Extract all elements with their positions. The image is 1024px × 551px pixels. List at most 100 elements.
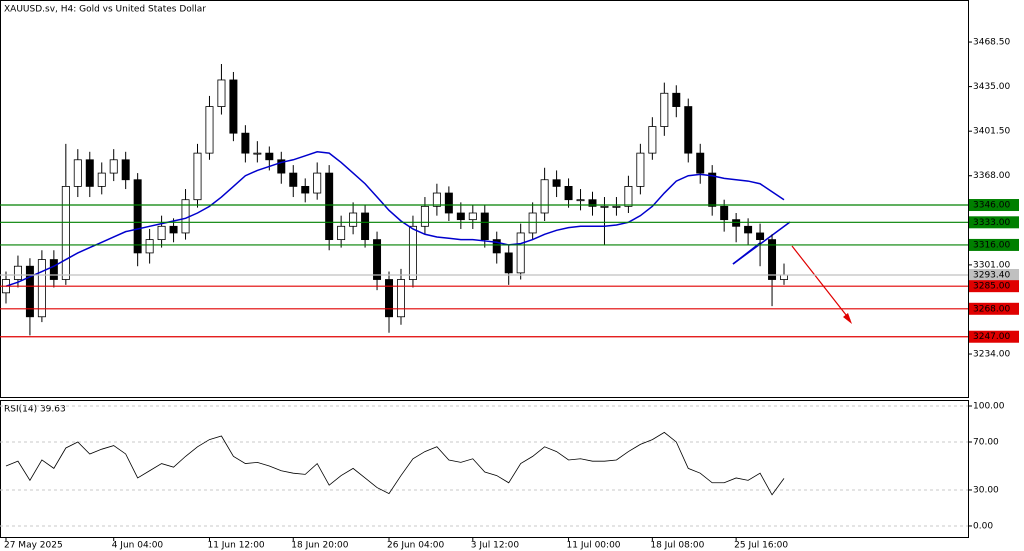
- candle-body: [504, 252, 513, 274]
- y-tick-label: 3301.00: [973, 260, 1010, 270]
- level-label: 3247.00: [973, 332, 1010, 342]
- x-tick-label: 4 Jun 04:00: [112, 541, 164, 551]
- last-price-label: 3293.40: [973, 270, 1010, 280]
- candle-body: [145, 239, 154, 254]
- candle-body: [756, 232, 765, 241]
- y-tick-label: 3435.00: [973, 82, 1010, 92]
- forecast-arrow: [791, 245, 851, 321]
- candle-body: [468, 212, 477, 221]
- rsi-line: [5, 431, 785, 496]
- candle-body: [432, 192, 441, 207]
- candle-body: [61, 185, 70, 280]
- y-tick-label: 3234.00: [973, 350, 1010, 360]
- candle-body: [133, 179, 142, 254]
- rsi-panel: [0, 400, 969, 538]
- y-tick-label: 3468.50: [973, 38, 1010, 48]
- x-tick-label: 27 May 2025: [4, 541, 63, 551]
- y-tick-label: 3401.50: [973, 127, 1010, 137]
- candle-body: [301, 185, 310, 194]
- candle-body: [205, 106, 214, 154]
- candle-body: [540, 179, 549, 214]
- candle-body: [349, 212, 358, 227]
- candle-body: [528, 212, 537, 234]
- candle-body: [325, 172, 334, 241]
- candle-body: [313, 172, 322, 194]
- candle-body: [480, 212, 489, 241]
- x-tick-label: 3 Jul 12:00: [471, 541, 520, 551]
- candle-body: [241, 132, 250, 154]
- arrow-head: [843, 313, 852, 324]
- level-label: 3268.00: [973, 304, 1010, 314]
- x-tick-label: 26 Jun 04:00: [387, 541, 444, 551]
- candle-body: [600, 205, 609, 208]
- candle-body: [696, 152, 705, 174]
- candle-body: [217, 79, 226, 107]
- y-tick-label: 70.00: [973, 437, 999, 447]
- candle-body: [564, 185, 573, 201]
- candle-body: [37, 259, 46, 318]
- candle-body: [49, 259, 58, 280]
- candle-body: [337, 225, 346, 241]
- candle-body: [253, 152, 262, 155]
- candle-body: [169, 225, 178, 234]
- candle-body: [396, 279, 405, 318]
- candle-body: [780, 274, 789, 280]
- candle-body: [708, 172, 717, 207]
- candle-body: [408, 225, 417, 280]
- candle-body: [576, 199, 585, 202]
- level-tag: [969, 216, 1019, 229]
- last-price-tag: [969, 268, 1019, 281]
- candle-body: [361, 212, 370, 241]
- x-tick-label: 18 Jun 20:00: [291, 541, 348, 551]
- candle-body: [193, 152, 202, 201]
- candle-body: [13, 265, 22, 280]
- candle-body: [732, 219, 741, 227]
- level-tag: [969, 238, 1019, 251]
- level-label: 3333.00: [973, 218, 1010, 228]
- candle-body: [744, 225, 753, 234]
- candle-body: [265, 152, 274, 161]
- candle-body: [85, 159, 94, 187]
- price-panel: [0, 0, 969, 398]
- rsi-title: RSI(14) 39.63: [4, 405, 66, 415]
- y-tick-label: 100.00: [973, 401, 1005, 411]
- y-tick-label: 0.00: [973, 521, 993, 531]
- candle-body: [420, 205, 429, 227]
- x-tick-label: 11 Jun 12:00: [207, 541, 264, 551]
- y-tick-label: 3368.00: [973, 171, 1010, 181]
- level-label: 3346.00: [973, 201, 1010, 211]
- candle-body: [672, 92, 681, 107]
- candle-body: [157, 225, 166, 241]
- candle-body: [109, 159, 118, 174]
- level-label: 3285.00: [973, 282, 1010, 292]
- x-tick-label: 25 Jul 16:00: [734, 541, 788, 551]
- x-tick-label: 18 Jul 08:00: [650, 541, 704, 551]
- candle-body: [456, 212, 465, 221]
- candle-body: [97, 172, 106, 187]
- candle-body: [648, 126, 657, 154]
- level-tag: [969, 330, 1019, 343]
- candle-body: [768, 239, 777, 280]
- candle-body: [612, 205, 621, 208]
- candle-body: [121, 159, 130, 181]
- candle-body: [684, 106, 693, 154]
- y-tick-label: 30.00: [973, 485, 999, 495]
- candle-body: [289, 172, 298, 187]
- candle-body: [229, 79, 238, 134]
- moving-average: [5, 151, 785, 287]
- candle-body: [588, 199, 597, 207]
- candle-body: [636, 152, 645, 187]
- level-tag: [969, 280, 1019, 293]
- candle-body: [277, 159, 286, 174]
- candle-body: [373, 239, 382, 280]
- candle-body: [720, 205, 729, 221]
- level-label: 3316.00: [973, 240, 1010, 250]
- candle-body: [444, 192, 453, 214]
- candle-body: [25, 265, 34, 318]
- level-tag: [969, 199, 1019, 212]
- chart-title: XAUUSD.sv, H4: Gold vs United States Dol…: [4, 5, 206, 15]
- candle-body: [660, 92, 669, 127]
- candle-body: [73, 159, 82, 187]
- candle-body: [385, 279, 394, 318]
